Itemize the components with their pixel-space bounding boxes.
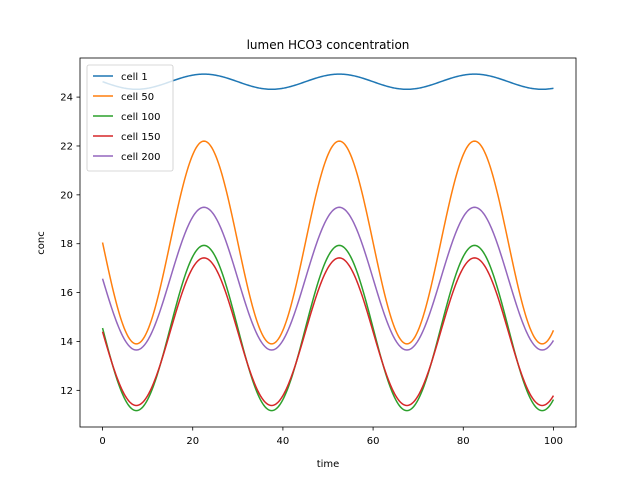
legend: cell 1 cell 50 cell 100 cell 150 cell 200 bbox=[86, 64, 174, 172]
series-line bbox=[102, 73, 554, 91]
y-tick-label: 14 bbox=[60, 337, 73, 348]
legend-label: cell 200 bbox=[121, 152, 160, 163]
y-tick-label: 18 bbox=[60, 239, 73, 250]
axis-ticks: 0 20 40 60 80 100 12 14 16 18 20 22 24 bbox=[60, 93, 563, 447]
legend-box bbox=[86, 64, 174, 172]
y-tick-label: 20 bbox=[60, 190, 73, 201]
chart-title: lumen HCO3 concentration bbox=[247, 38, 410, 52]
y-tick-label: 24 bbox=[60, 93, 73, 104]
legend-label: cell 1 bbox=[121, 72, 148, 83]
x-tick-label: 0 bbox=[99, 436, 105, 447]
legend-label: cell 50 bbox=[121, 92, 154, 103]
x-tick-label: 60 bbox=[367, 436, 380, 447]
series-line bbox=[101, 140, 555, 345]
series-line bbox=[101, 244, 555, 412]
plot-area bbox=[101, 73, 555, 412]
y-tick-label: 22 bbox=[60, 141, 73, 152]
x-tick-label: 100 bbox=[544, 436, 563, 447]
x-tick-label: 80 bbox=[457, 436, 470, 447]
series-line bbox=[101, 257, 555, 407]
y-tick-label: 12 bbox=[60, 386, 73, 397]
series-line bbox=[101, 206, 555, 351]
x-axis-label: time bbox=[317, 459, 340, 470]
legend-label: cell 100 bbox=[121, 112, 160, 123]
axes-frame bbox=[79, 57, 577, 428]
legend-label: cell 150 bbox=[121, 132, 160, 143]
x-tick-label: 40 bbox=[277, 436, 290, 447]
y-axis-label: conc bbox=[36, 231, 47, 254]
y-tick-label: 16 bbox=[60, 288, 73, 299]
x-tick-label: 20 bbox=[186, 436, 199, 447]
